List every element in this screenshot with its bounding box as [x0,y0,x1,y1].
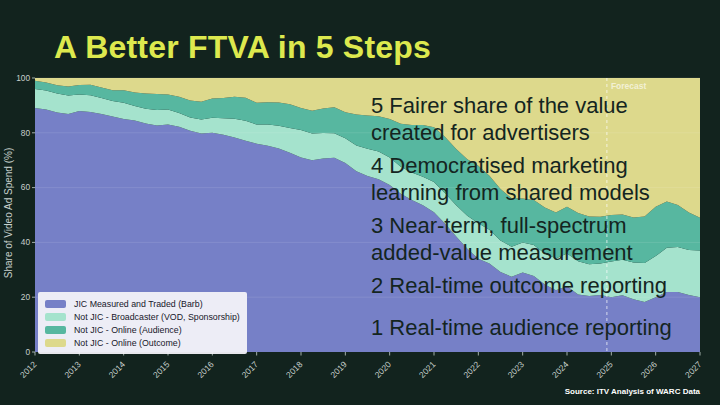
step-item-2: 2 Real-time outcome reporting [371,272,667,299]
x-tick-label: 2027 [683,359,704,380]
slide: 0 20 40 60 80 100 2012 2013 2014 2015 2016 2017 2018… [0,0,720,405]
legend-item: Not JIC - Online (Outcome) [45,337,240,348]
legend-label: Not JIC - Broadcaster (VOD, Sponsorship) [74,312,240,322]
x-tick-label: 2025 [594,359,615,380]
legend-item: JIC Measured and Traded (Barb) [45,298,240,309]
x-tick-label: 2019 [328,359,349,380]
x-tick-label: 2020 [373,359,394,380]
source-note: Source: ITV Analysis of WARC Data [565,387,700,396]
legend-label: JIC Measured and Traded (Barb) [74,299,203,309]
y-tick-label: 20 [21,292,31,302]
legend-swatch [45,300,66,308]
y-tick-label: 80 [21,128,31,138]
x-tick-label: 2015 [151,359,172,380]
x-tick-label: 2022 [461,359,482,380]
x-tick-label: 2023 [506,359,527,380]
chart-legend: JIC Measured and Traded (Barb) Not JIC - … [38,292,247,354]
legend-swatch [45,326,66,334]
y-tick-label: 100 [16,73,30,83]
legend-label: Not JIC - Online (Audience) [74,325,182,335]
x-tick-label: 2024 [550,359,571,380]
x-tick-label: 2014 [107,359,128,380]
x-tick-label: 2018 [284,359,305,380]
y-tick-label: 40 [21,237,31,247]
step-item-1: 1 Real-time audience reporting [371,314,672,341]
x-tick-label: 2017 [240,359,261,380]
legend-label: Not JIC - Online (Outcome) [74,338,181,348]
x-tick-label: 2016 [195,359,216,380]
legend-item: Not JIC - Online (Audience) [45,324,240,335]
y-tick-label: 0 [25,347,30,357]
legend-swatch [45,313,66,321]
x-tick-label: 2026 [639,359,660,380]
step-item-5: 5 Fairer share of the valuecreated for a… [371,92,628,146]
x-tick-label: 2013 [62,359,83,380]
legend-item: Not JIC - Broadcaster (VOD, Sponsorship) [45,311,240,322]
x-tick-label: 2012 [18,359,39,380]
slide-title: A Better FTVA in 5 Steps [54,29,431,66]
step-item-3: 3 Near-term, full-spectrumadded-value me… [371,212,633,266]
legend-swatch [45,339,66,347]
x-tick-label: 2021 [417,359,438,380]
y-axis-label: Share of Video Ad Spend (%) [3,148,14,278]
step-item-4: 4 Democratised marketinglearning from sh… [371,152,650,206]
y-tick-label: 60 [21,182,31,192]
forecast-label: Forecast [611,81,647,91]
